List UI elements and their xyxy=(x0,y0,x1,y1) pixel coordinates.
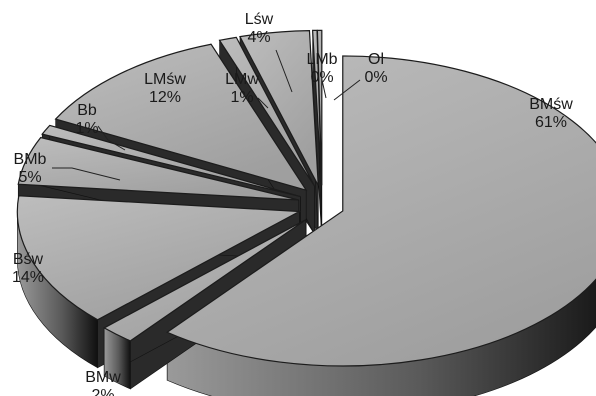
slice-label-name: Ol xyxy=(368,51,384,68)
pie-slice-LMw xyxy=(218,36,316,187)
slice-label-name: LMb xyxy=(306,51,337,68)
leader-line-BMb xyxy=(52,167,121,181)
slice-label-name: LMw xyxy=(225,71,259,88)
slice-label-name: BMw xyxy=(85,369,121,386)
slice-label-BMb: BMb 5% xyxy=(14,151,47,186)
slice-label-Bb: Bb 1% xyxy=(75,102,98,137)
pie-slice-BMb xyxy=(17,136,299,201)
slice-label-Bśw: Bśw 14% xyxy=(12,251,44,286)
slice-label-value: 5% xyxy=(18,169,41,186)
slice-label-Ol: Ol 0% xyxy=(364,51,387,86)
pie-slice-BMśw xyxy=(165,55,596,367)
leader-line-Ol xyxy=(333,79,361,101)
slice-label-name: BMb xyxy=(14,151,47,168)
slice-label-name: Bb xyxy=(77,102,97,119)
slice-label-name: BMśw xyxy=(529,96,573,113)
slice-label-LMb: LMb 0% xyxy=(306,51,337,86)
slice-label-value: 2% xyxy=(91,387,114,396)
pie-slice-Bb xyxy=(41,124,301,198)
pie-tops xyxy=(16,29,596,367)
leader-line-Bb xyxy=(97,125,126,151)
slice-label-BMw: BMw 2% xyxy=(85,369,121,396)
pie-slice-BMw xyxy=(102,219,307,342)
pie-slice-Lśw xyxy=(239,30,319,186)
pie-slice-LMśw xyxy=(54,43,308,192)
slice-labels: BMśw 61%BMw 2%Bśw 14%BMb 5%Bb 1%LMśw 12%LMw 1%L… xyxy=(12,11,573,396)
leader-line-LMw xyxy=(257,97,269,109)
slice-label-value: 12% xyxy=(149,89,181,106)
label-leaders xyxy=(52,49,361,181)
slice-label-value: 61% xyxy=(535,114,567,131)
slice-label-name: LMśw xyxy=(144,71,186,88)
slice-label-value: 1% xyxy=(75,120,98,137)
pie-slice-Bśw xyxy=(16,195,302,321)
leader-line-LMb xyxy=(321,79,327,99)
pie-slice-LMb xyxy=(311,29,323,186)
slice-label-name: Lśw xyxy=(245,11,274,28)
slice-label-name: Bśw xyxy=(13,251,44,268)
slice-label-value: 4% xyxy=(247,29,270,46)
slice-label-Lśw: Lśw 4% xyxy=(245,11,274,46)
slice-label-LMśw: LMśw 12% xyxy=(144,71,186,106)
slice-label-value: 14% xyxy=(12,269,44,286)
slice-label-LMw: LMw 1% xyxy=(225,71,259,106)
slice-label-BMśw: BMśw 61% xyxy=(529,96,573,131)
leader-line-Lśw xyxy=(275,49,293,93)
slice-label-value: 1% xyxy=(230,89,253,106)
slice-label-value: 0% xyxy=(310,69,333,86)
slice-label-value: 0% xyxy=(364,69,387,86)
